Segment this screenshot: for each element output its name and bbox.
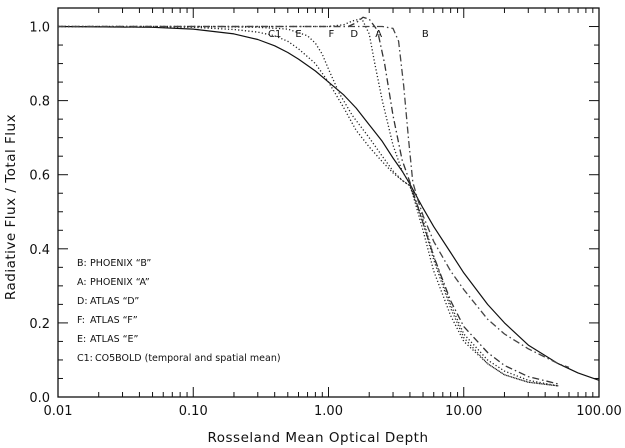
x-tick-label: 10.00 bbox=[445, 404, 482, 419]
axis-ticks bbox=[57, 8, 600, 398]
legend-label: ATLAS “D” bbox=[90, 296, 139, 307]
legend-key: F: bbox=[77, 315, 85, 326]
x-tick-label: 1.00 bbox=[314, 404, 343, 419]
series-line-e bbox=[57, 25, 559, 387]
series-label-e: E bbox=[295, 29, 301, 40]
x-tick-label: 0.10 bbox=[179, 404, 208, 419]
legend-label: PHOENIX “A” bbox=[90, 277, 150, 288]
series-label-d: D bbox=[350, 29, 358, 40]
legend-key: A: bbox=[77, 277, 87, 288]
series-label-a: A bbox=[375, 29, 382, 40]
series-line-d bbox=[58, 18, 559, 387]
legend-key: C1: bbox=[77, 353, 93, 364]
legend-key: B: bbox=[77, 258, 87, 269]
series-label-f: F bbox=[328, 29, 334, 40]
series-line-a bbox=[58, 16, 559, 385]
legend-key: E: bbox=[77, 334, 86, 345]
legend-label: ATLAS “F” bbox=[90, 315, 138, 326]
x-tick-label: 100.00 bbox=[576, 404, 622, 419]
series-line-c1 bbox=[57, 25, 600, 381]
y-axis-title: Radiative Flux / Total Flux bbox=[3, 114, 19, 300]
axis-tick-labels: 0.01 0.10 1.00 10.00 100.00 0.0 0.2 0.4 0.6 0.8 1.… bbox=[29, 21, 621, 419]
series-label-b: B bbox=[422, 29, 429, 40]
series-lines bbox=[57, 16, 600, 387]
plot-area-frame bbox=[57, 7, 600, 398]
y-tick-label: 0.6 bbox=[29, 169, 50, 184]
x-tick-label: 0.01 bbox=[44, 404, 73, 419]
legend-key: D: bbox=[77, 296, 88, 307]
series-label-c1: C1 bbox=[268, 29, 281, 40]
series-labels: C1 E F D A B bbox=[268, 29, 429, 40]
series-line-f bbox=[58, 25, 559, 387]
series-line-b bbox=[58, 25, 570, 369]
y-tick-label: 0.8 bbox=[29, 95, 50, 110]
legend: B: PHOENIX “B”A: PHOENIX “A”D: ATLAS “D” F: A… bbox=[77, 258, 281, 364]
y-tick-label: 0.2 bbox=[29, 317, 50, 332]
y-tick-label: 1.0 bbox=[29, 21, 50, 36]
y-tick-label: 0.4 bbox=[29, 243, 50, 258]
y-tick-label: 0.0 bbox=[29, 391, 50, 406]
legend-label: ATLAS “E” bbox=[90, 334, 139, 345]
legend-label: PHOENIX “B” bbox=[90, 258, 151, 269]
x-axis-title: Rosseland Mean Optical Depth bbox=[207, 430, 428, 446]
legend-label: CO5BOLD (temporal and spatial mean) bbox=[95, 353, 281, 364]
